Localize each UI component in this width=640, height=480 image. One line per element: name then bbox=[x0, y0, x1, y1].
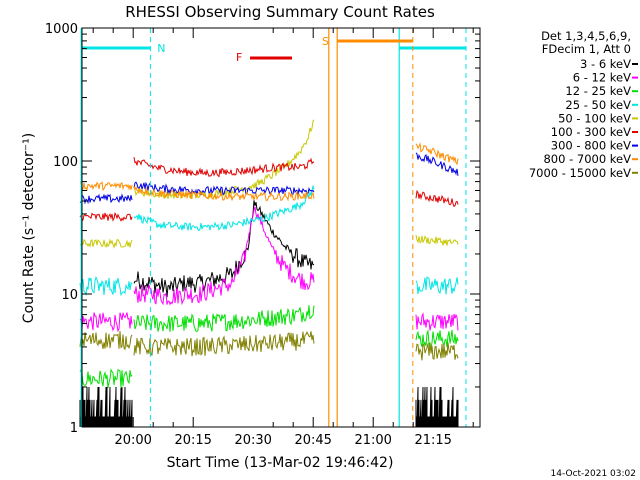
legend-entry-6: 300 - 800 keV bbox=[551, 139, 631, 153]
series-line-7-seg1 bbox=[79, 180, 133, 192]
legend-entry-8: 7000 - 15000 keV bbox=[529, 166, 631, 180]
series-1 bbox=[79, 206, 459, 333]
saa-flag-label: S bbox=[322, 35, 329, 48]
series-line-7-seg3 bbox=[415, 141, 459, 166]
series-6 bbox=[79, 152, 459, 205]
series-line-8-seg2 bbox=[133, 331, 315, 357]
plot-background bbox=[82, 28, 480, 427]
plot-area bbox=[82, 28, 480, 427]
series-4 bbox=[79, 119, 459, 249]
series-line-4-seg1 bbox=[79, 238, 133, 249]
series-line-8-seg1 bbox=[79, 330, 133, 351]
series-line-7-seg2 bbox=[133, 185, 315, 202]
x-tick-label-4: 21:00 bbox=[354, 433, 391, 448]
x-tick-label-2: 20:30 bbox=[234, 433, 271, 448]
series-line-0-seg2 bbox=[133, 200, 315, 298]
series-3 bbox=[79, 184, 459, 297]
legend-entry-1: 6 - 12 keV bbox=[573, 71, 631, 85]
series-layer bbox=[79, 119, 459, 428]
legend-entry-3: 25 - 50 keV bbox=[565, 98, 631, 112]
flare-flag-label: F bbox=[236, 51, 242, 64]
series-line-3-seg1 bbox=[79, 275, 133, 297]
x-tick-label-5: 21:15 bbox=[414, 433, 451, 448]
series-line-1-seg3 bbox=[415, 312, 459, 331]
series-0 bbox=[79, 200, 459, 428]
legend-entry-5: 100 - 300 keV bbox=[551, 125, 631, 139]
x-axis-label: Start Time (13-Mar-02 19:46:42) bbox=[167, 455, 394, 471]
series-7 bbox=[79, 141, 459, 202]
y-tick-label-0: 1 bbox=[70, 421, 78, 436]
series-line-2-seg2 bbox=[133, 305, 315, 332]
series-2 bbox=[79, 305, 459, 389]
legend-entry-4: 50 - 100 keV bbox=[558, 111, 631, 125]
legend-entry-0: 3 - 6 keV bbox=[580, 57, 631, 71]
series-line-5-seg1 bbox=[79, 211, 133, 222]
series-line-2-seg1 bbox=[79, 368, 133, 389]
flag-layer: N F S bbox=[80, 28, 467, 427]
y-tick-label-3: 1000 bbox=[45, 22, 78, 37]
legend-header-1: FDecim 1, Att 0 bbox=[542, 42, 631, 56]
series-line-2-seg3 bbox=[415, 329, 459, 349]
series-line-0-seg3 bbox=[415, 386, 459, 428]
series-line-6-seg2 bbox=[133, 181, 315, 196]
series-line-5-seg3 bbox=[415, 189, 459, 208]
series-line-1-seg1 bbox=[79, 312, 133, 333]
y-axis-label: Count Rate (s⁻¹ detector⁻¹) bbox=[21, 133, 37, 323]
legend-entry-2: 12 - 25 keV bbox=[565, 84, 631, 98]
series-line-6-seg3 bbox=[415, 152, 459, 176]
series-5 bbox=[79, 157, 459, 222]
x-tick-label-3: 20:45 bbox=[294, 433, 331, 448]
series-line-3-seg2 bbox=[133, 184, 315, 232]
series-line-3-seg3 bbox=[415, 276, 459, 295]
series-8 bbox=[79, 330, 459, 361]
plot-frame bbox=[81, 27, 481, 428]
axes-layer: 1 10 100 1000 20:00 20:15 20:30 20:45 21:00 21:15 bbox=[45, 22, 481, 448]
night-flag-label: N bbox=[157, 42, 165, 55]
chart-title: RHESSI Observing Summary Count Rates bbox=[125, 3, 435, 21]
series-line-0-seg1 bbox=[79, 386, 133, 428]
legend-entry-7: 800 - 7000 keV bbox=[543, 152, 631, 166]
y-tick-label-2: 100 bbox=[53, 155, 78, 170]
legend-header-0: Det 1,3,4,5,6,9, bbox=[541, 29, 631, 43]
series-line-1-seg2 bbox=[133, 206, 315, 306]
legend: Det 1,3,4,5,6,9,FDecim 1, Att 03 - 6 keV… bbox=[529, 29, 638, 180]
series-line-4-seg3 bbox=[415, 234, 459, 246]
series-line-4-seg2 bbox=[133, 119, 315, 200]
x-tick-label-0: 20:00 bbox=[114, 433, 151, 448]
x-tick-label-1: 20:15 bbox=[174, 433, 211, 448]
series-line-8-seg3 bbox=[415, 342, 459, 361]
timestamp: 14-Oct-2021 03:02 bbox=[551, 469, 636, 479]
series-line-5-seg2 bbox=[133, 157, 315, 178]
series-line-6-seg1 bbox=[79, 193, 133, 205]
y-tick-label-1: 10 bbox=[61, 288, 78, 303]
